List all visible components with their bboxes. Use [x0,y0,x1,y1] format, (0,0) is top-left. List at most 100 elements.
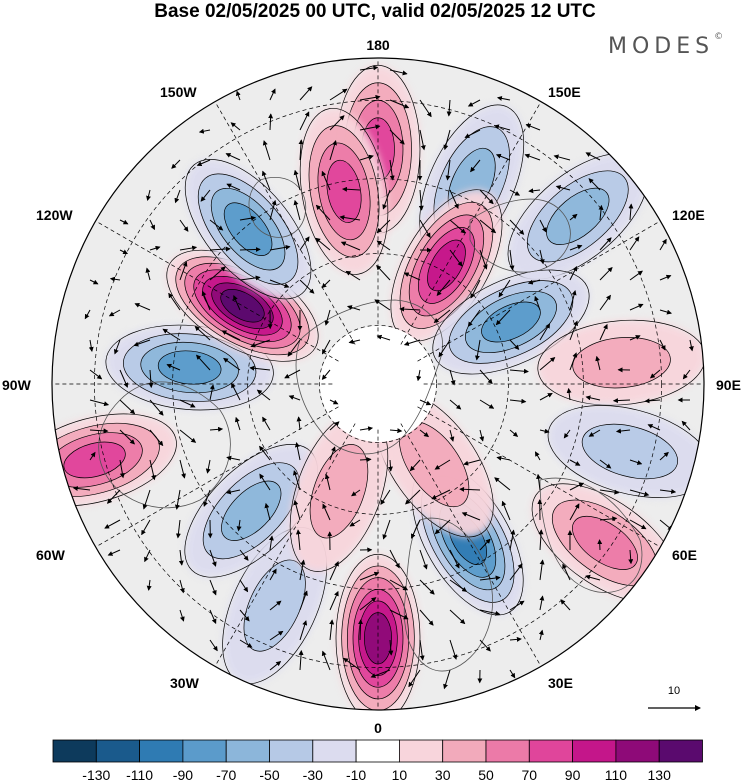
wind-vector-120 [324,309,331,326]
colorbar-swatch-13 [615,739,660,763]
wind-vector-127 [534,295,541,311]
wind-vector-113 [108,309,121,317]
lon-label-60w: 60W [36,547,66,563]
wind-vector-150 [629,335,641,341]
wind-vector-185 [539,392,553,401]
wind-vector-230 [629,459,643,465]
anomaly-5-ring-1 [572,337,671,388]
wind-vector-203 [449,429,455,442]
wind-vector-43 [261,170,271,191]
wind-vector-242 [380,489,391,505]
wind-vector-167 [569,352,578,371]
wind-vector-315 [479,609,501,616]
wind-vector-228 [569,459,581,466]
wind-vector-122 [374,299,391,311]
wind-vector-298 [419,579,435,595]
coastline-4 [403,517,493,672]
wind-vector-52 [528,188,541,194]
anomaly-15-ring-3 [224,202,272,256]
wind-vector-84 [449,249,463,267]
wind-vector-31 [389,159,395,181]
anomaly-16-contour-1 [308,125,380,258]
wind-vector-65 [419,219,431,238]
wind-vector-58 [209,219,224,231]
wind-vector-114 [134,303,151,311]
wind-vector-170 [649,369,661,379]
wind-vector-33 [445,159,451,181]
anomaly-4-contour-2 [464,290,557,354]
wind-vector-223 [409,459,421,472]
wind-vector-285 [538,529,544,551]
anomaly-6-contour-1 [581,423,679,480]
wind-vector-294 [299,559,306,581]
coastline-2 [469,198,571,273]
wind-vector-21 [464,129,481,138]
wind-vector-320 [239,639,253,648]
wind-vector-213 [119,459,125,479]
colorbar-label-2: -90 [173,767,193,783]
wind-vector-97 [239,275,261,281]
wind-vector-7 [389,99,410,109]
wind-vector-339 [509,669,516,679]
wind-vector-109 [599,266,613,281]
wind-vector-103 [403,272,421,281]
wind-vector-41 [200,189,211,202]
wind-vector-148 [569,320,578,341]
wind-vector-64 [376,219,391,234]
wind-vector-73 [119,249,129,255]
wind-vector-293 [269,568,277,581]
lon-label-0: 0 [374,720,382,736]
anomaly-7-ring-2 [572,516,638,570]
wind-vector-149 [599,323,608,341]
wind-vector-336 [408,669,421,688]
wind-vector-124 [433,309,451,323]
wind-vector-188 [612,398,631,404]
anomaly-10-contour-1 [243,559,306,652]
wind-vector-263 [434,519,451,535]
wind-vector-173 [119,399,136,415]
colorbar-swatch-1 [95,739,141,763]
wind-vector-88 [569,244,583,251]
wind-vector-276 [268,535,274,551]
colorbar-swatch-10 [485,739,530,763]
wind-vector-248 [569,482,585,491]
wind-vector-322 [299,620,308,641]
anomaly-16-contour-0 [299,107,389,275]
wind-vector-171 [682,369,691,380]
wind-vector-102 [376,264,391,281]
wind-vector-144 [438,339,451,358]
wind-vector-151 [659,339,666,351]
anomaly-12-contour-3 [63,441,126,479]
colorbar-swatch-0 [52,739,97,763]
wind-vector-282 [449,549,460,569]
wind-vector-337 [443,669,451,690]
lon-label-150w: 150W [160,84,197,100]
wind-vector-273 [178,549,184,566]
wind-vector-16 [329,115,345,131]
wind-vector-246 [494,477,511,491]
wind-vector-92 [89,279,99,285]
wind-vector-22 [494,124,511,131]
wind-vector-29 [329,140,337,161]
lon-label-90e: 90E [716,377,741,393]
wind-vector-182 [449,399,462,410]
colorbar-label-12: 110 [605,767,628,783]
wind-vector-139 [287,339,301,357]
wind-vector-4 [299,86,313,101]
wind-vector-332 [298,649,304,671]
wind-vector-265 [501,500,511,521]
anomaly-12-contour-0 [52,413,177,507]
wind-vector-326 [419,639,425,661]
wind-vector-15 [299,111,310,131]
wind-vector-134 [133,339,151,347]
colorbar-label-1: -110 [126,767,153,783]
wind-vector-163 [449,369,456,386]
wind-vector-147 [539,323,551,341]
wind-vector-34 [470,159,481,173]
wind-vector-123 [399,306,421,312]
colorbar-swatch-2 [139,739,184,763]
meridian-330 [214,423,356,667]
wind-vector-256 [236,519,242,532]
wind-vector-26 [225,153,241,161]
lon-label-30w: 30W [170,675,200,691]
